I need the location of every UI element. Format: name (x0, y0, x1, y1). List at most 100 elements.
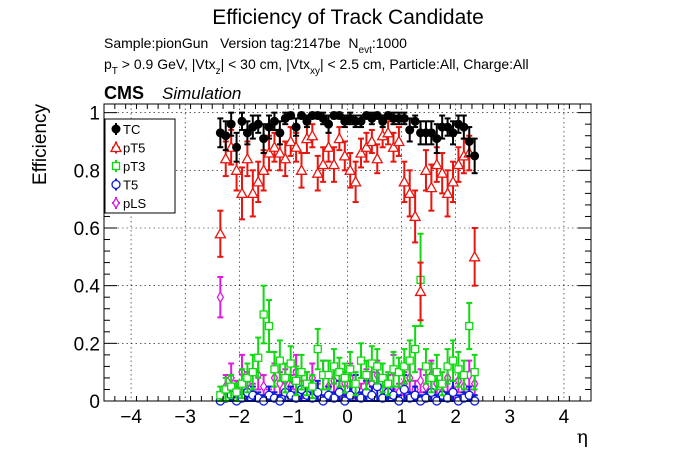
x-tick-label: −4 (120, 407, 142, 428)
point-tc (286, 111, 296, 121)
point-pt3 (281, 373, 290, 383)
point-tc (470, 151, 480, 161)
legend-marker-pls (112, 196, 120, 210)
point-pt5 (360, 140, 373, 152)
point-pt3 (329, 362, 339, 371)
point-pt5 (354, 146, 368, 158)
point-tc (378, 116, 388, 126)
point-pt5 (419, 163, 433, 175)
x-axis-label: η (577, 426, 588, 448)
legend-marker-tc (111, 124, 121, 134)
data-marks (214, 111, 481, 406)
legend-entry-tc: TC (111, 122, 140, 137)
y-tick-label: 0.8 (74, 161, 100, 182)
point-tc (324, 119, 334, 129)
point-pt5 (273, 146, 286, 158)
point-tc (302, 116, 312, 126)
point-tc (275, 128, 285, 138)
point-pt5 (327, 158, 341, 170)
point-pt3 (340, 373, 349, 383)
point-pt3 (400, 362, 409, 371)
point-pt3 (275, 356, 285, 365)
point-pt3 (264, 321, 274, 331)
point-pt3 (313, 344, 322, 354)
point-tc (291, 122, 301, 132)
y-tick-label: 0.6 (74, 219, 100, 240)
point-pt5 (365, 135, 378, 147)
point-tc (464, 136, 474, 146)
point-pt5 (252, 175, 265, 187)
point-pt5 (430, 158, 443, 170)
point-tc (264, 122, 274, 132)
point-pt5 (344, 163, 357, 175)
point-pt5 (317, 158, 330, 170)
point-pt3 (248, 368, 257, 377)
point-tc (242, 128, 252, 138)
point-pt3 (427, 373, 436, 383)
point-tc (232, 142, 242, 152)
point-pt5 (387, 140, 400, 152)
point-pt5 (219, 152, 232, 164)
point-t5 (329, 393, 339, 403)
point-pt3 (351, 379, 360, 388)
point-tc (405, 125, 415, 135)
legend-marker-t5 (111, 179, 121, 190)
legend-marker-pt5 (109, 141, 123, 153)
point-pt3 (291, 376, 301, 385)
point-tc (356, 116, 366, 126)
point-pt3 (373, 362, 382, 371)
point-pt3 (448, 356, 458, 365)
point-pt3 (383, 379, 393, 388)
cuts-info: pT > 0.9 GeV, |Vtxz| < 30 cm, |Vtxxy| < … (104, 56, 529, 77)
point-pt3 (421, 362, 431, 371)
point-pt5 (230, 163, 243, 175)
cms-label: CMS (104, 83, 144, 103)
x-tick-label: 1 (396, 407, 407, 428)
point-pt5 (414, 285, 427, 297)
point-pt5 (311, 166, 324, 178)
point-pt5 (392, 135, 406, 147)
sample-info: Sample:pionGun Version tag:2147be Nevt:1… (104, 35, 407, 56)
point-pt3 (346, 365, 355, 374)
point-pls (259, 380, 268, 393)
point-pt5 (284, 135, 297, 147)
point-pt5 (403, 187, 416, 199)
plot-frame (103, 103, 592, 402)
point-pt3 (410, 344, 420, 354)
series-tc (215, 111, 480, 175)
x-tick-label: 2 (450, 407, 461, 428)
legend-label-t5: T5 (123, 178, 138, 193)
legend-marker-pt3 (111, 161, 121, 171)
point-tc (226, 119, 236, 129)
point-pt5 (398, 175, 411, 187)
y-tick-label: 1 (89, 104, 100, 125)
legend-label-pt3: pT3 (123, 159, 145, 174)
grid-lines (104, 104, 591, 402)
x-tick-label: −2 (228, 407, 250, 428)
x-tick-label: −1 (283, 407, 305, 428)
legend-label-tc: TC (123, 122, 140, 137)
chart-title: Efficiency of Track Candidate (212, 6, 484, 29)
y-tick-label: 0 (89, 392, 100, 413)
point-t5 (421, 393, 431, 403)
point-pt5 (306, 129, 319, 141)
point-pt3 (216, 391, 225, 400)
point-pt3 (324, 370, 333, 380)
point-pt3 (232, 388, 241, 397)
point-pt3 (454, 365, 463, 374)
point-pt3 (259, 310, 268, 319)
point-pt5 (468, 250, 481, 262)
point-pt5 (452, 158, 465, 170)
point-pt5 (279, 152, 292, 164)
point-pt3 (254, 353, 263, 362)
x-tick-label: −3 (174, 407, 196, 428)
x-tick-label: 0 (342, 407, 353, 428)
point-pt3 (443, 362, 452, 371)
point-pt3 (335, 368, 344, 377)
point-pt3 (237, 379, 247, 388)
simulation-label: Simulation (162, 84, 241, 103)
point-pls (216, 290, 225, 304)
y-axis-label: Efficiency (30, 104, 51, 185)
y-tick-label: 0.2 (74, 334, 100, 355)
point-pt3 (243, 373, 252, 383)
